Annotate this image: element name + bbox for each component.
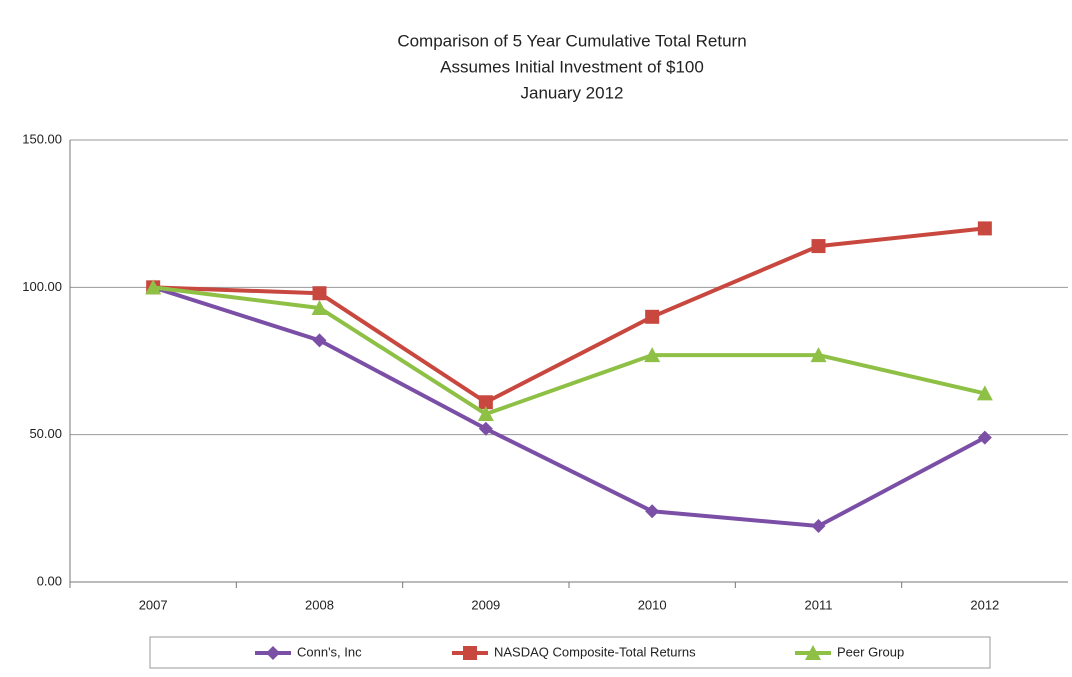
x-tick-label: 2009 bbox=[471, 597, 500, 612]
data-point bbox=[311, 299, 328, 315]
series-line bbox=[152, 285, 986, 417]
data-point bbox=[312, 333, 327, 348]
data-point bbox=[810, 347, 827, 363]
data-point bbox=[976, 385, 993, 401]
x-tick-label: 2007 bbox=[139, 597, 168, 612]
legend-marker bbox=[805, 645, 821, 660]
data-point bbox=[977, 430, 992, 445]
data-point bbox=[645, 504, 660, 519]
y-tick-label: 100.00 bbox=[22, 279, 62, 294]
legend-label: Peer Group bbox=[837, 644, 904, 659]
data-point bbox=[312, 286, 327, 301]
chart-subtitle: January 2012 bbox=[520, 83, 623, 102]
data-point bbox=[478, 421, 493, 436]
y-tick-label: 50.00 bbox=[29, 426, 62, 441]
data-point bbox=[811, 239, 826, 254]
chart-subtitle: Assumes Initial Investment of $100 bbox=[440, 57, 704, 76]
y-tick-label: 150.00 bbox=[22, 131, 62, 146]
x-tick-label: 2008 bbox=[305, 597, 334, 612]
series-line bbox=[152, 285, 986, 529]
x-tick-label: 2010 bbox=[638, 597, 667, 612]
x-tick-label: 2012 bbox=[970, 597, 999, 612]
legend-marker bbox=[266, 646, 280, 660]
y-tick-label: 0.00 bbox=[37, 573, 62, 588]
x-tick-label: 2011 bbox=[805, 597, 833, 612]
data-point bbox=[645, 309, 660, 324]
legend-label: Conn's, Inc bbox=[297, 644, 362, 659]
legend-marker bbox=[463, 646, 477, 660]
legend-label: NASDAQ Composite-Total Returns bbox=[494, 644, 696, 659]
data-point bbox=[977, 221, 992, 236]
data-point bbox=[145, 279, 162, 295]
data-point bbox=[644, 347, 661, 363]
data-point bbox=[478, 395, 493, 410]
data-point bbox=[477, 406, 494, 422]
chart-title: Comparison of 5 Year Cumulative Total Re… bbox=[397, 31, 746, 50]
series-line bbox=[153, 226, 986, 405]
legend-box bbox=[149, 636, 991, 669]
data-point bbox=[811, 519, 826, 534]
